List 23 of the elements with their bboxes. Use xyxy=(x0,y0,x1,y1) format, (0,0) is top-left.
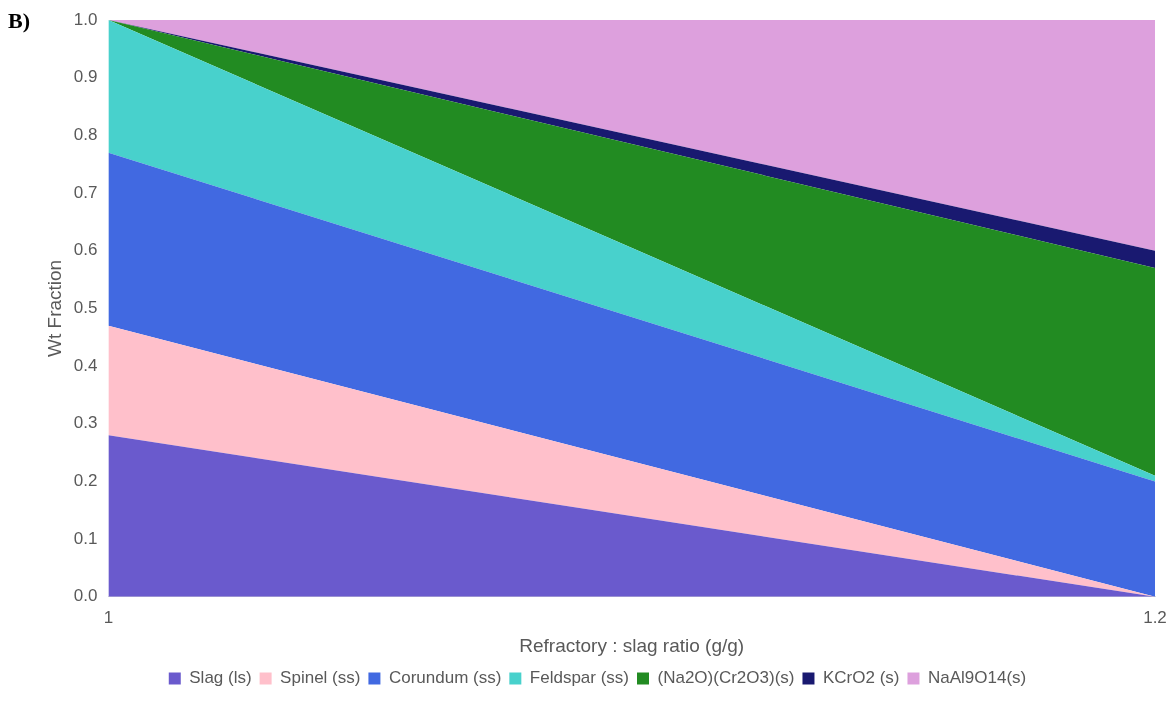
legend-label: (Na2O)(Cr2O3)(s) xyxy=(657,668,795,688)
legend-label: Feldspar (ss) xyxy=(529,668,630,688)
x-axis-title: Refractory : slag ratio (g/g) xyxy=(519,634,745,656)
y-tick-label: 0.6 xyxy=(73,240,98,260)
legend-label: Corundum (ss) xyxy=(388,668,502,688)
y-tick-label: 0.5 xyxy=(73,298,98,318)
y-tick-label: 0.9 xyxy=(73,67,98,87)
y-tick-label: 0.1 xyxy=(73,528,98,548)
x-tick-label: 1 xyxy=(103,607,114,627)
legend-label: Slag (ls) xyxy=(189,668,252,688)
annotation: B) xyxy=(8,8,30,34)
y-tick-label: 1.0 xyxy=(73,9,98,29)
legend-label: NaAl9O14(s) xyxy=(927,668,1027,688)
y-tick-label: 0.4 xyxy=(73,355,98,375)
y-tick-label: 0.8 xyxy=(73,125,98,145)
y-tick-label: 0.7 xyxy=(73,182,98,202)
y-axis-title: Wt Fraction xyxy=(43,259,65,357)
legend-label: KCrO2 (s) xyxy=(822,668,900,688)
x-tick-label: 1.2 xyxy=(1143,607,1167,627)
legend-label: Spinel (ss) xyxy=(280,668,361,688)
y-tick-label: 0.0 xyxy=(73,586,98,606)
y-tick-label: 0.2 xyxy=(73,471,98,491)
y-tick-label: 0.3 xyxy=(73,413,98,433)
